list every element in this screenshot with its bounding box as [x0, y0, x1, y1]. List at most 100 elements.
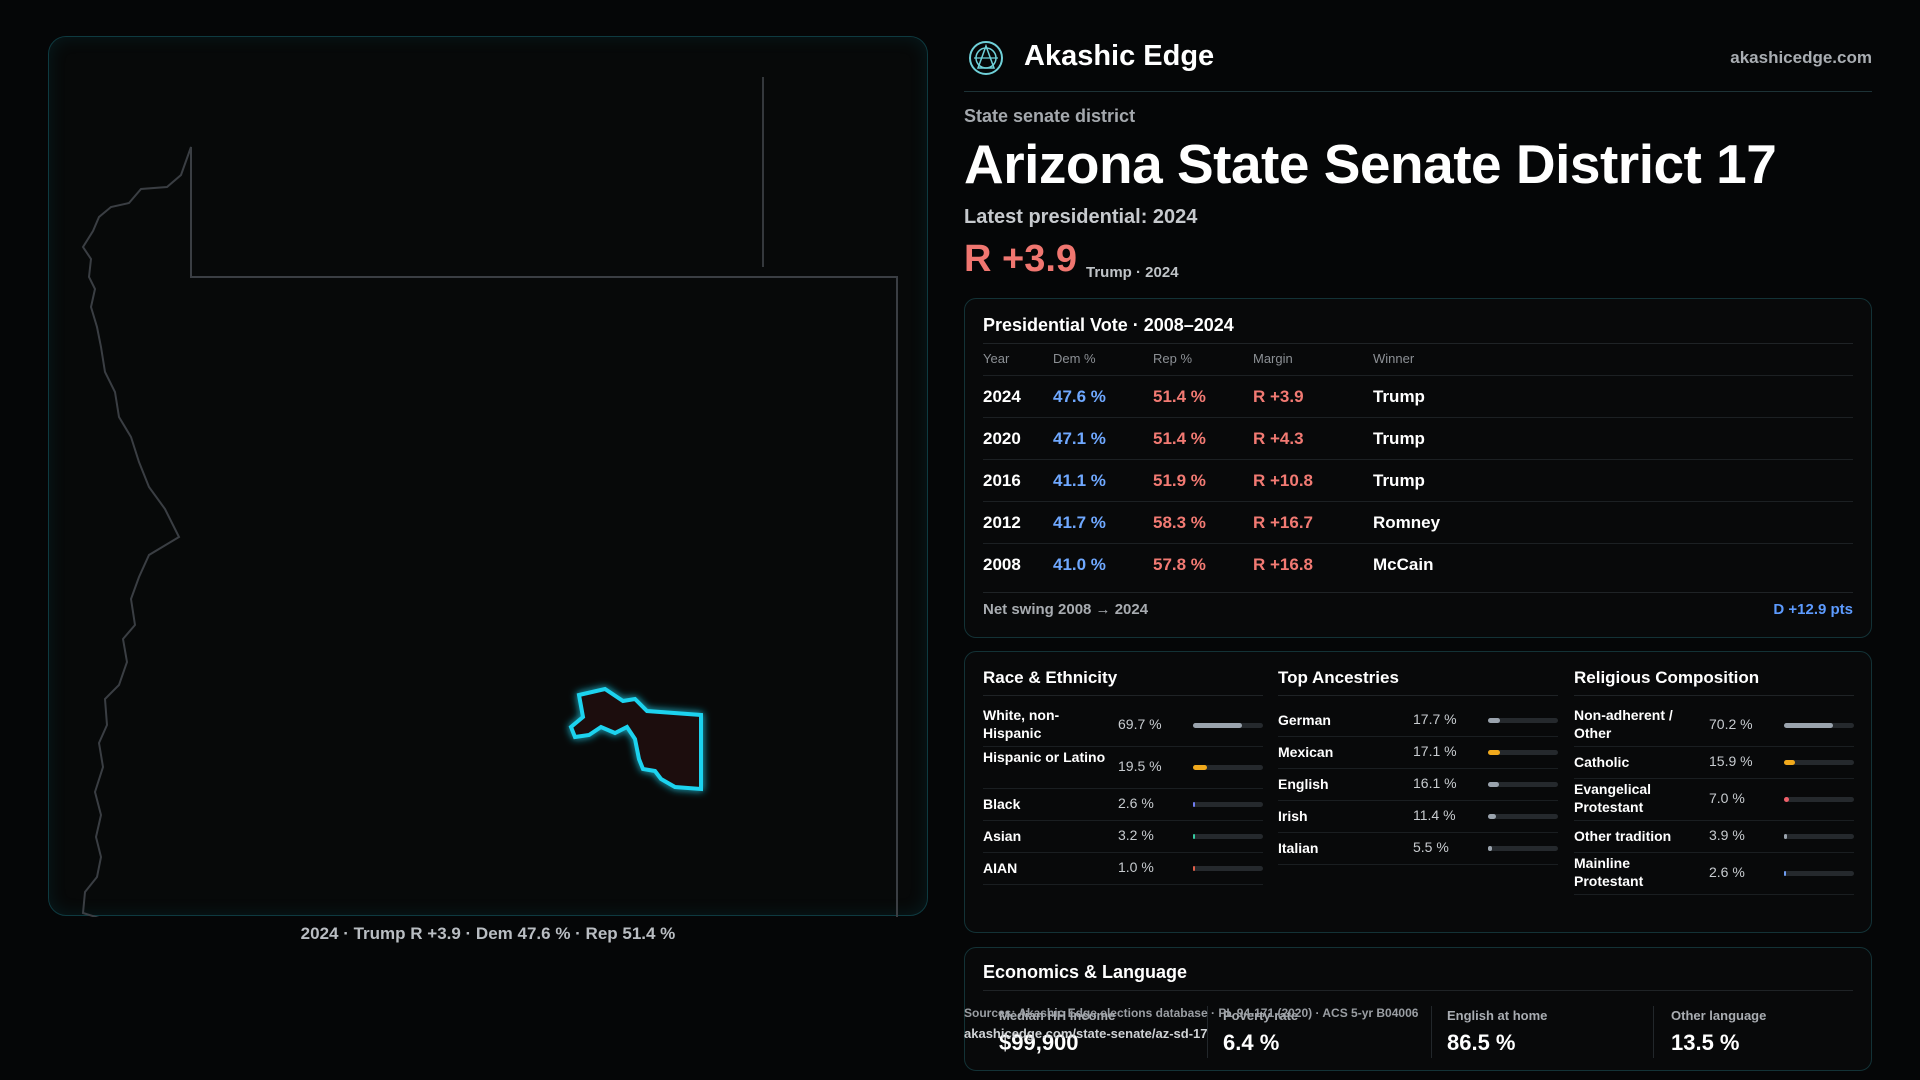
race-section-title: Race & Ethnicity	[983, 668, 1118, 687]
cell-year: 2008	[983, 555, 1021, 574]
cell-rep: 58.3 %	[1153, 513, 1206, 532]
page-subtitle: State senate district	[964, 106, 1136, 126]
demographic-value: 70.2 %	[1709, 716, 1753, 732]
demographic-bar-fill	[1784, 797, 1789, 802]
cell-dem: 41.1 %	[1053, 471, 1106, 490]
cell-year: 2020	[983, 429, 1021, 448]
demographic-label: Evangelical Protestant	[1574, 781, 1652, 815]
demographic-bar-fill	[1193, 866, 1195, 871]
district-map-panel[interactable]	[48, 36, 929, 917]
demographic-row[interactable]: White, non-Hispanic 69.7 %	[983, 704, 1263, 747]
demographic-row[interactable]: Mexican 17.1 %	[1278, 736, 1558, 769]
cell-rep: 51.4 %	[1153, 387, 1206, 406]
demographic-bar	[1193, 765, 1263, 770]
brand-header: Akashic Edge akashicedge.com	[964, 38, 1872, 78]
demographic-value: 16.1 %	[1413, 775, 1457, 791]
demographic-label: English	[1278, 776, 1329, 792]
demographic-value: 2.6 %	[1118, 795, 1154, 811]
demographic-row[interactable]: Italian 5.5 %	[1278, 832, 1558, 865]
table-row[interactable]: 2008 41.0 % 57.8 % R +16.8 McCain	[983, 543, 1853, 586]
cell-rep: 57.8 %	[1153, 555, 1206, 574]
map-caption: 2024 · Trump R +3.9 · Dem 47.6 % · Rep 5…	[300, 924, 676, 943]
demographic-row[interactable]: Evangelical Protestant 7.0 %	[1574, 778, 1854, 821]
demographic-value: 15.9 %	[1709, 753, 1753, 769]
demographic-bar	[1784, 797, 1854, 802]
akashic-edge-logo-icon[interactable]	[968, 40, 1004, 76]
demographic-row[interactable]: Irish 11.4 %	[1278, 800, 1558, 833]
demographic-row[interactable]: Non-adherent / Other 70.2 %	[1574, 704, 1854, 747]
demographic-row[interactable]: Black 2.6 %	[983, 788, 1263, 821]
brand-url-link[interactable]: akashicedge.com	[1730, 48, 1872, 67]
demographic-bar-fill	[1488, 750, 1500, 755]
cell-winner: Trump	[1373, 429, 1425, 448]
demographic-bar-fill	[1784, 760, 1795, 765]
table-row[interactable]: 2020 47.1 % 51.4 % R +4.3 Trump	[983, 417, 1853, 460]
cell-margin: R +16.7	[1253, 513, 1314, 532]
demographic-bar-fill	[1488, 782, 1499, 787]
presidential-vote-card: Presidential Vote · 2008–2024 Year Dem %…	[964, 298, 1872, 638]
section-divider	[1278, 695, 1558, 696]
headline-margin-sub: Trump · 2024	[1086, 264, 1179, 281]
cell-margin: R +3.9	[1253, 387, 1304, 406]
cell-dem: 47.1 %	[1053, 429, 1106, 448]
section-divider	[1574, 695, 1854, 696]
demographic-bar-fill	[1193, 765, 1207, 770]
arizona-state-outline	[81, 146, 898, 917]
table-row[interactable]: 2016 41.1 % 51.9 % R +10.8 Trump	[983, 459, 1853, 502]
demographic-value: 3.2 %	[1118, 827, 1154, 843]
net-swing-label: Net swing 2008 → 2024	[983, 601, 1149, 618]
demographic-bar-fill	[1193, 723, 1242, 728]
cell-rep: 51.9 %	[1153, 471, 1206, 490]
demographic-label: White, non-Hispanic	[983, 707, 1060, 741]
cell-year: 2024	[983, 387, 1021, 406]
table-row[interactable]: 2012 41.7 % 58.3 % R +16.7 Romney	[983, 501, 1853, 544]
demographic-label: Catholic	[1574, 754, 1630, 770]
stat-label: Median HH income	[999, 1008, 1116, 1023]
header-winner: Winner	[1373, 351, 1415, 366]
cell-winner: Trump	[1373, 471, 1425, 490]
demographic-row[interactable]: Other tradition 3.9 %	[1574, 820, 1854, 853]
stat-label: Poverty rate	[1223, 1008, 1299, 1023]
header-year: Year	[983, 351, 1010, 366]
district-map[interactable]	[49, 37, 929, 917]
cell-year: 2012	[983, 513, 1021, 532]
presidential-card-title: Presidential Vote · 2008–2024	[983, 315, 1234, 335]
stat-divider	[1653, 1006, 1654, 1058]
demographic-label: Irish	[1278, 808, 1308, 824]
demographic-row[interactable]: Hispanic or Latino 19.5 %	[983, 746, 1263, 789]
cell-margin: R +16.8	[1253, 555, 1314, 574]
header-dem: Dem %	[1053, 351, 1096, 366]
demographic-bar-fill	[1488, 718, 1500, 723]
demographic-row[interactable]: Catholic 15.9 %	[1574, 746, 1854, 779]
demographic-label: AIAN	[983, 860, 1018, 876]
brand-name[interactable]: Akashic Edge	[1024, 40, 1215, 72]
stat-english-at-home: English at home 86.5 %	[1447, 1004, 1657, 1062]
table-row[interactable]: 2024 47.6 % 51.4 % R +3.9 Trump	[983, 375, 1853, 418]
cell-winner: McCain	[1373, 555, 1434, 574]
demographic-row[interactable]: AIAN 1.0 %	[983, 852, 1263, 885]
demographic-bar	[1784, 723, 1854, 728]
demographics-card: Race & Ethnicity White, non-Hispanic 69.7…	[964, 651, 1872, 933]
demographic-value: 3.9 %	[1709, 827, 1745, 843]
stat-label: English at home	[1447, 1008, 1548, 1023]
demographic-bar-fill	[1193, 802, 1195, 807]
demographic-bar	[1488, 718, 1558, 723]
demographic-row[interactable]: English 16.1 %	[1278, 768, 1558, 801]
demographic-value: 19.5 %	[1118, 758, 1162, 774]
demographic-label: German	[1278, 712, 1331, 728]
stat-value: $99,900	[999, 1030, 1079, 1055]
cell-dem: 47.6 %	[1053, 387, 1106, 406]
stat-value: 13.5 %	[1671, 1030, 1740, 1055]
district-17-shape[interactable]	[568, 686, 703, 792]
ancestries-section: Top Ancestries German 17.7 % Mexican 17.1 %…	[1278, 652, 1558, 934]
demographic-bar	[1193, 802, 1263, 807]
cell-margin: R +10.8	[1253, 471, 1314, 490]
demographic-row[interactable]: German 17.7 %	[1278, 704, 1558, 737]
demographic-row[interactable]: Asian 3.2 %	[983, 820, 1263, 853]
demographic-bar	[1488, 782, 1558, 787]
stat-poverty-rate: Poverty rate 6.4 %	[1223, 1004, 1433, 1062]
demographic-row[interactable]: Mainline Protestant 2.6 %	[1574, 852, 1854, 895]
demographic-bar-fill	[1488, 846, 1492, 851]
page-url-link[interactable]: akashicedge.com/state-senate/az-sd-17	[964, 1026, 1208, 1041]
demographic-bar	[1488, 846, 1558, 851]
